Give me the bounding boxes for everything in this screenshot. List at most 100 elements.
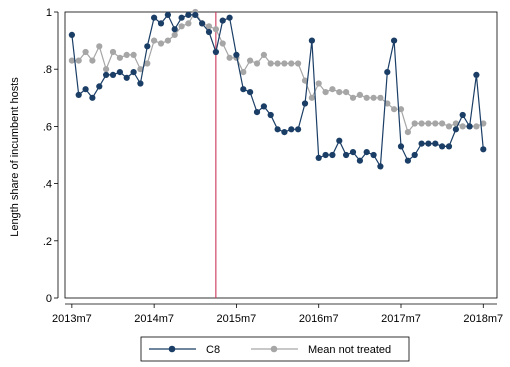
legend-marker-mean-not-treated: [270, 345, 278, 353]
x-tick-label: 2013m7: [52, 313, 92, 325]
data-point-mean-not-treated: [445, 123, 453, 130]
data-point-c8: [109, 71, 117, 78]
data-point-c8: [466, 123, 473, 130]
data-point-c8: [164, 11, 171, 18]
data-point-mean-not-treated: [226, 54, 233, 61]
data-point-mean-not-treated: [96, 43, 103, 50]
data-point-mean-not-treated: [212, 26, 219, 33]
data-point-mean-not-treated: [384, 100, 391, 107]
data-point-mean-not-treated: [75, 57, 82, 64]
legend-marker-c8: [168, 345, 176, 353]
data-point-mean-not-treated: [219, 40, 226, 47]
data-point-c8: [418, 140, 425, 147]
data-point-mean-not-treated: [404, 129, 411, 136]
data-point-c8: [178, 14, 185, 21]
data-point-c8: [459, 111, 466, 119]
y-tick-label: .8: [43, 64, 52, 76]
data-point-c8: [480, 146, 487, 153]
data-point-mean-not-treated: [377, 94, 384, 101]
data-point-c8: [151, 14, 158, 21]
data-point-c8: [144, 43, 151, 50]
data-point-mean-not-treated: [260, 51, 267, 59]
data-point-mean-not-treated: [171, 31, 178, 38]
x-tick-label: 2015m7: [217, 313, 257, 325]
data-point-mean-not-treated: [240, 69, 247, 76]
legend-label-c8: C8: [206, 344, 220, 356]
data-point-c8: [432, 140, 439, 147]
data-point-mean-not-treated: [411, 120, 418, 127]
data-point-c8: [82, 86, 89, 93]
data-point-mean-not-treated: [267, 60, 274, 67]
data-point-c8: [336, 137, 343, 144]
series-layer: [68, 8, 487, 170]
legend: C8 Mean not treated: [140, 336, 410, 362]
data-point-c8: [240, 86, 247, 93]
data-point-mean-not-treated: [68, 57, 75, 64]
series-mean-not-treated: [68, 8, 487, 136]
data-point-c8: [267, 111, 274, 119]
data-point-c8: [425, 140, 432, 147]
data-point-mean-not-treated: [205, 23, 213, 30]
data-point-c8: [439, 143, 446, 150]
data-point-mean-not-treated: [397, 106, 405, 113]
data-point-mean-not-treated: [370, 94, 377, 101]
data-point-mean-not-treated: [391, 106, 398, 113]
data-point-mean-not-treated: [144, 60, 151, 67]
data-point-mean-not-treated: [329, 86, 336, 93]
data-point-mean-not-treated: [315, 80, 322, 87]
data-point-mean-not-treated: [349, 94, 357, 101]
data-point-c8: [219, 17, 226, 24]
data-point-c8: [192, 11, 199, 18]
data-point-c8: [308, 37, 315, 44]
data-point-c8: [363, 149, 370, 156]
y-axis-label: Length share of incumbent hosts: [9, 77, 21, 237]
data-point-mean-not-treated: [82, 48, 89, 56]
data-point-c8: [397, 143, 405, 150]
data-point-mean-not-treated: [164, 37, 171, 44]
data-point-mean-not-treated: [130, 51, 137, 59]
data-point-c8: [68, 31, 75, 38]
y-tick-label: .4: [43, 179, 52, 191]
data-point-mean-not-treated: [480, 120, 487, 127]
data-point-c8: [212, 48, 219, 56]
data-point-c8: [452, 126, 459, 133]
data-point-c8: [391, 37, 398, 44]
data-point-mean-not-treated: [281, 60, 288, 67]
y-tick-label: .2: [43, 236, 52, 248]
plot-frame: [64, 11, 498, 299]
data-point-c8: [315, 154, 322, 161]
data-point-mean-not-treated: [185, 20, 192, 27]
data-point-mean-not-treated: [336, 89, 343, 96]
data-point-c8: [281, 129, 288, 136]
data-point-c8: [96, 83, 103, 90]
data-point-c8: [137, 80, 144, 87]
data-point-mean-not-treated: [295, 60, 302, 67]
data-point-mean-not-treated: [247, 57, 254, 64]
data-point-mean-not-treated: [157, 40, 165, 47]
data-point-mean-not-treated: [137, 66, 144, 73]
data-point-mean-not-treated: [116, 54, 123, 61]
data-point-c8: [233, 51, 240, 59]
data-point-mean-not-treated: [103, 66, 110, 73]
data-point-c8: [199, 20, 206, 27]
data-point-c8: [103, 71, 110, 78]
data-point-c8: [356, 157, 363, 164]
data-point-c8: [411, 151, 418, 159]
data-point-c8: [75, 91, 82, 98]
data-point-mean-not-treated: [308, 94, 315, 101]
data-point-c8: [171, 26, 178, 33]
data-point-c8: [384, 69, 391, 76]
data-point-mean-not-treated: [459, 123, 466, 130]
data-point-c8: [130, 69, 137, 76]
data-point-c8: [473, 71, 480, 78]
y-tick-label: .6: [43, 121, 52, 133]
data-point-mean-not-treated: [123, 51, 130, 59]
data-point-c8: [445, 143, 453, 150]
data-point-c8: [377, 163, 384, 170]
data-point-c8: [322, 151, 329, 159]
data-point-c8: [260, 103, 267, 110]
data-point-mean-not-treated: [343, 89, 350, 96]
data-point-mean-not-treated: [356, 91, 363, 98]
data-point-mean-not-treated: [274, 60, 281, 67]
